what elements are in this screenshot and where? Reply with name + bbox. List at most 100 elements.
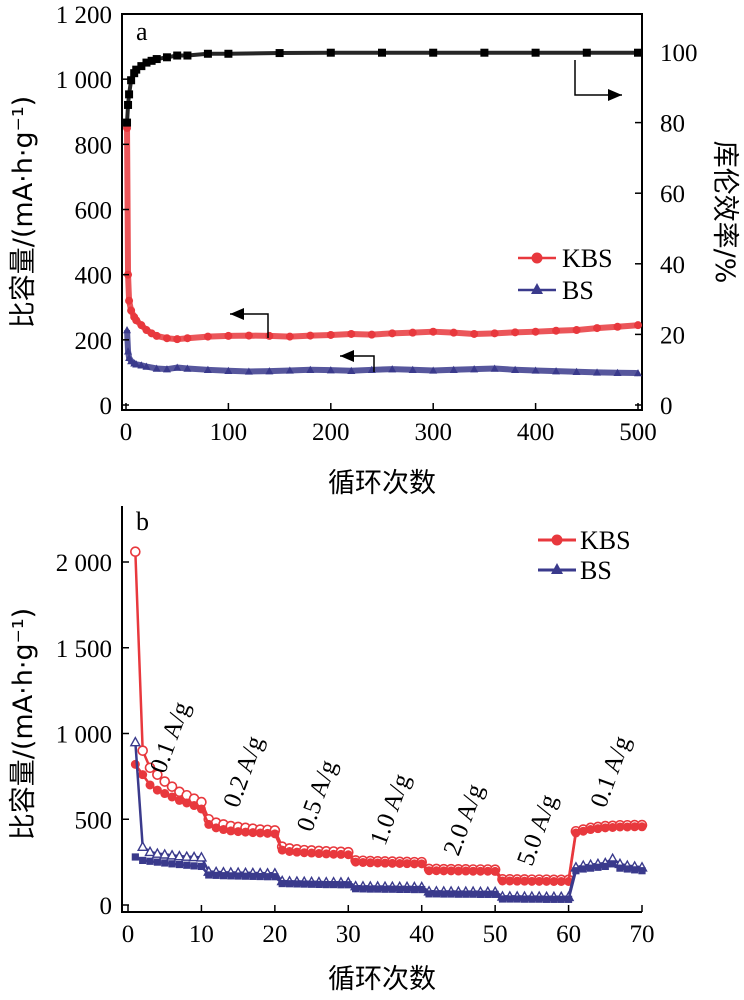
point-bs-discharge <box>396 885 404 893</box>
point-bs-discharge <box>579 865 587 873</box>
point-kbs-discharge <box>299 848 309 858</box>
point-kbs-discharge <box>593 824 603 834</box>
point-ce <box>152 55 161 64</box>
point-bs <box>132 360 141 368</box>
point-kbs-charge <box>130 546 141 558</box>
point-kbs-discharge <box>380 858 390 868</box>
point-bs-discharge <box>550 895 558 903</box>
point-kbs-discharge <box>174 795 184 805</box>
point-kbs <box>326 330 335 339</box>
point-kbs-discharge <box>145 780 155 790</box>
point-bs-discharge <box>307 880 316 888</box>
point-bs-discharge <box>205 871 213 879</box>
point-ce <box>378 48 386 57</box>
point-bs-discharge <box>352 885 360 893</box>
point-bs-discharge <box>161 859 169 867</box>
point-kbs-discharge <box>285 846 295 856</box>
point-bs <box>285 366 294 374</box>
point-bs <box>265 367 274 375</box>
point-bs-discharge <box>432 890 440 898</box>
ce-axis-arrow <box>574 60 622 96</box>
point-bs-discharge <box>520 895 529 903</box>
point-kbs-discharge <box>292 847 302 857</box>
series-bs <box>123 326 642 377</box>
point-kbs-discharge <box>578 826 588 836</box>
point-bs-discharge <box>528 895 536 903</box>
point-ce <box>203 49 212 58</box>
series-bs-charge-line <box>134 741 643 899</box>
point-bs <box>203 365 212 374</box>
point-kbs-charge <box>166 781 178 792</box>
ce-axis-arrowhead <box>608 89 622 101</box>
point-kbs-discharge <box>189 801 199 811</box>
point-bs-discharge <box>631 866 639 874</box>
point-kbs-discharge <box>138 770 148 780</box>
panel-a-x-tick-label-1: 100 <box>210 419 248 446</box>
point-kbs-discharge <box>453 866 463 876</box>
point-bs-discharge <box>256 872 264 881</box>
point-bs-discharge <box>322 880 330 889</box>
point-bs <box>531 366 540 374</box>
point-bs <box>634 369 642 377</box>
point-bs-discharge <box>197 862 206 871</box>
series-kbs-discharge <box>130 759 647 887</box>
point-bs-discharge <box>293 880 301 888</box>
legend-kbs-marker <box>531 252 543 264</box>
point-kbs <box>285 332 294 341</box>
panel-a-y2-label: 库伦效率/% <box>709 141 740 284</box>
panel-b: b 0 10 20 30 40 50 60 70 0 500 1 000 1 500 2 000 0.… <box>8 506 655 995</box>
point-bs-discharge <box>638 867 646 875</box>
point-bs-charge <box>181 850 193 861</box>
point-bs-discharge <box>263 873 272 881</box>
panel-a-y-tick-label-0: 0 <box>100 393 113 420</box>
panel-b-x-tick-label-3: 30 <box>336 921 361 948</box>
point-kbs-charge <box>159 776 171 787</box>
point-bs-discharge <box>542 895 551 903</box>
series-ce <box>123 48 642 127</box>
panel-b-x-tick-label-1: 10 <box>189 921 214 948</box>
panel-b-axes <box>121 506 642 913</box>
point-bs-discharge <box>388 885 396 893</box>
point-bs-discharge <box>447 890 455 898</box>
point-bs-discharge <box>498 895 507 903</box>
point-kbs-discharge <box>160 789 170 799</box>
kbs-axis-arrowhead <box>230 308 244 320</box>
panel-a-series <box>123 48 642 377</box>
point-kbs <box>634 321 642 330</box>
point-ce <box>480 48 489 57</box>
panel-a-x-tick-label-4: 400 <box>517 419 555 446</box>
point-bs <box>123 326 132 334</box>
legend-bs-marker <box>531 283 543 294</box>
point-kbs <box>388 329 397 338</box>
rate-label-6: 0.1 A/g <box>586 732 637 811</box>
point-kbs-discharge <box>321 849 331 859</box>
point-kbs-discharge <box>608 822 618 832</box>
series-ce-line <box>125 50 638 123</box>
point-kbs-discharge <box>358 857 368 867</box>
point-bs-discharge <box>491 890 499 898</box>
point-kbs-discharge <box>475 866 485 876</box>
point-kbs <box>132 316 141 325</box>
point-kbs <box>173 335 182 344</box>
panel-a-y-tick-label-2: 400 <box>75 263 113 290</box>
point-bs <box>408 365 417 374</box>
point-kbs-discharge <box>431 866 441 876</box>
point-bs-discharge <box>623 865 631 873</box>
panel-b-x-tick-label-0: 0 <box>122 921 135 948</box>
point-kbs-discharge <box>167 792 177 802</box>
panel-a-plot-frame <box>121 13 643 411</box>
point-kbs <box>125 296 134 305</box>
rate-label-1: 0.2 A/g <box>218 732 269 811</box>
panel-b-x-tick-label-2: 20 <box>262 921 287 948</box>
panel-a-x-tick-label-3: 300 <box>414 419 452 446</box>
point-kbs <box>408 328 417 337</box>
point-bs-discharge <box>330 880 338 889</box>
point-kbs-discharge <box>571 828 581 838</box>
legend-b-kbs-label: KBS <box>580 526 631 555</box>
panel-a-y2-tick-label-3: 60 <box>660 181 685 208</box>
panel-b-y-label: 比容量/(mA·h·g⁻¹) <box>8 608 39 840</box>
point-kbs <box>203 332 212 341</box>
point-bs-discharge <box>249 872 257 880</box>
panel-a-y-label: 比容量/(mA·h·g⁻¹) <box>8 96 39 328</box>
